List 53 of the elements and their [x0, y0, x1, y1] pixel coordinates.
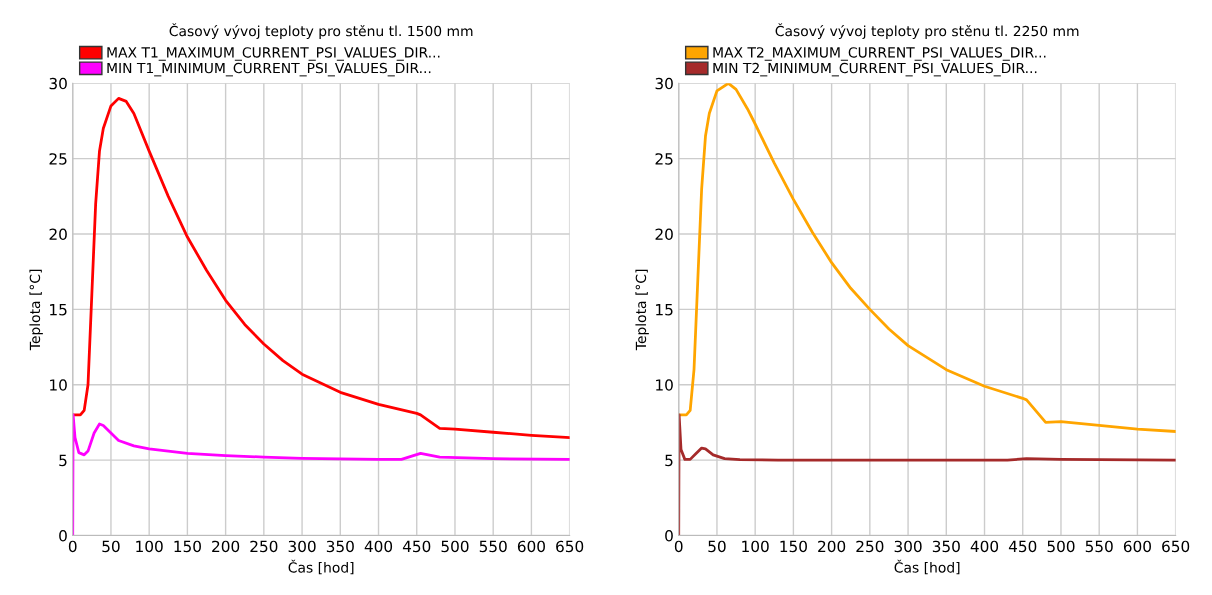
x-tick-label: 550 — [1085, 540, 1113, 553]
x-tick-label: 350 — [932, 540, 960, 553]
y-tick-label: 5 — [59, 454, 67, 467]
x-tick-label: 200 — [212, 540, 240, 553]
y-tick-label: 10 — [656, 379, 673, 391]
x-tick-label: 400 — [364, 540, 393, 553]
x-tick-label: 300 — [288, 540, 316, 553]
x-tick-label: 50 — [102, 540, 120, 553]
x-tick-label: 200 — [818, 540, 846, 553]
legend-label: MIN T1_MINIMUM_CURRENT_PSI_VALUES_DIR... — [107, 62, 431, 77]
x-tick-label: 450 — [1008, 540, 1037, 553]
legend-label: MAX T1_MAXIMUM_CURRENT_PSI_VALUES_DIR... — [107, 47, 440, 61]
x-tick-label: 250 — [250, 540, 278, 553]
x-tick-label: 350 — [326, 540, 354, 553]
x-tick-label: 0 — [674, 540, 683, 553]
x-axis-title: Čas [hod] — [894, 559, 960, 575]
x-tick-label: 500 — [1047, 540, 1075, 553]
x-axis-title: Čas [hod] — [288, 559, 354, 575]
y-axis-title: Teplota [°C] — [635, 269, 649, 351]
y-tick-label: 25 — [655, 153, 673, 165]
y-tick-label: 30 — [49, 77, 67, 90]
x-tick-label: 100 — [742, 540, 769, 553]
x-tick-label: 300 — [894, 540, 922, 553]
x-tick-label: 600 — [1123, 540, 1151, 553]
chart-title: Časový vývoj teploty pro stěnu tl. 2250 mm — [775, 23, 1079, 39]
y-axis-title: Teplota [°C] — [29, 269, 43, 351]
y-tick-label: 0 — [59, 529, 67, 542]
y-tick-label: 10 — [50, 379, 67, 391]
legend-label: MIN T2_MINIMUM_CURRENT_PSI_VALUES_DIR... — [713, 62, 1037, 77]
x-tick-label: 150 — [780, 540, 807, 553]
x-tick-label: 500 — [441, 540, 469, 553]
x-tick-label: 0 — [68, 540, 77, 553]
line-series — [72, 96, 570, 439]
y-tick-label: 20 — [49, 228, 67, 241]
x-tick-label: 650 — [556, 540, 584, 553]
x-tick-label: 100 — [136, 540, 163, 553]
x-tick-label: 600 — [517, 540, 545, 553]
x-tick-label: 400 — [970, 540, 999, 553]
y-tick-label: 15 — [50, 304, 67, 316]
legend-label: MAX T2_MAXIMUM_CURRENT_PSI_VALUES_DIR... — [713, 47, 1046, 61]
y-tick-label: 0 — [665, 529, 673, 542]
y-tick-label: 30 — [655, 77, 673, 90]
y-tick-label: 15 — [656, 304, 673, 316]
x-tick-label: 250 — [856, 540, 884, 553]
y-tick-label: 25 — [49, 153, 67, 165]
y-tick-label: 5 — [665, 454, 673, 467]
x-tick-label: 450 — [402, 540, 431, 553]
chart-title: Časový vývoj teploty pro stěnu tl. 1500 mm — [169, 23, 473, 39]
x-tick-label: 50 — [708, 540, 726, 553]
x-tick-label: 150 — [174, 540, 201, 553]
x-tick-label: 550 — [479, 540, 507, 553]
x-tick-label: 650 — [1162, 540, 1190, 553]
y-tick-label: 20 — [655, 228, 673, 241]
